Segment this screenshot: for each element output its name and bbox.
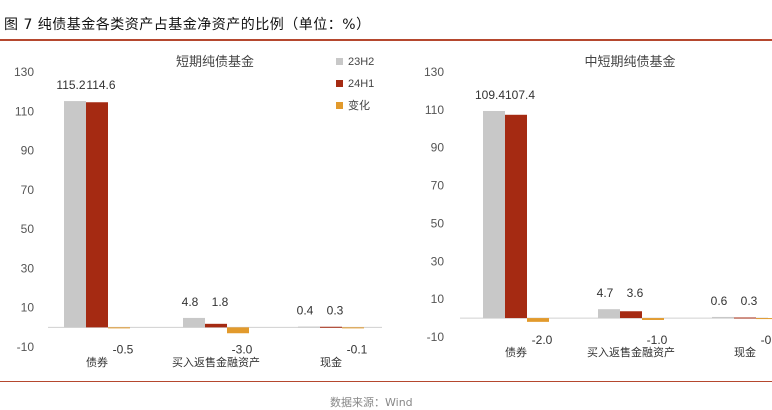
bar <box>598 309 620 319</box>
bar <box>64 101 86 328</box>
category-label: 买入返售金融资产 <box>587 345 675 359</box>
chart-title: 短期纯债基金 <box>176 54 254 70</box>
bar <box>712 316 734 319</box>
y-tick-label: 110 <box>15 104 34 118</box>
legend-label: 23H2 <box>348 56 374 68</box>
figure-title: 图 7 纯债基金各类资产占基金净资产的比例（单位：%） <box>4 17 371 33</box>
bar <box>527 318 549 322</box>
data-label: -0.5 <box>113 342 134 356</box>
bar <box>483 110 505 319</box>
bar <box>205 323 227 328</box>
y-tick-label: 130 <box>424 65 444 79</box>
data-label: -0.3 <box>761 333 772 347</box>
y-tick-label: 110 <box>425 103 444 117</box>
data-label: 4.8 <box>182 295 199 309</box>
data-label: 0.3 <box>327 304 344 318</box>
y-tick-label: 70 <box>21 183 35 197</box>
bar <box>320 326 342 328</box>
data-label: -2.0 <box>532 333 553 347</box>
legend-label: 24H1 <box>348 78 374 90</box>
bar <box>183 317 205 328</box>
category-label: 现金 <box>320 355 342 369</box>
bar <box>86 102 108 328</box>
y-tick-label: 30 <box>431 254 445 268</box>
y-tick-label: 30 <box>21 261 35 275</box>
data-label: 109.4 <box>475 88 505 102</box>
source-note: 数据来源：Wind <box>330 396 413 409</box>
bar <box>298 326 320 328</box>
legend-swatch <box>336 102 343 109</box>
data-label: 1.8 <box>212 295 229 309</box>
y-tick-label: 90 <box>21 144 35 158</box>
y-tick-label: -10 <box>427 330 445 344</box>
bottom-rule <box>0 381 772 382</box>
top-rule <box>0 39 772 41</box>
category-label: 现金 <box>734 345 756 359</box>
bar <box>505 114 527 319</box>
bar <box>642 318 664 320</box>
bar <box>756 318 772 320</box>
category-label: 债券 <box>505 345 527 359</box>
y-tick-label: 10 <box>21 301 35 315</box>
category-label: 买入返售金融资产 <box>172 355 260 369</box>
data-label: -0.1 <box>347 342 368 356</box>
y-tick-label: 130 <box>14 65 34 79</box>
chart-title: 中短期纯债基金 <box>584 54 675 70</box>
bar <box>620 311 642 319</box>
data-label: 114.6 <box>86 78 115 92</box>
data-label: 115.2 <box>56 78 85 92</box>
data-label: -1.0 <box>647 333 668 347</box>
bar <box>227 327 249 334</box>
legend-swatch <box>336 80 343 87</box>
bar <box>734 317 756 319</box>
data-label: 0.4 <box>297 304 314 318</box>
y-tick-label: 50 <box>21 222 35 236</box>
y-tick-label: 90 <box>431 141 445 155</box>
y-tick-label: 10 <box>431 292 445 306</box>
data-label: 107.4 <box>505 88 535 102</box>
legend-swatch <box>336 58 343 65</box>
y-tick-label: 50 <box>431 216 445 230</box>
category-label: 债券 <box>86 355 108 369</box>
data-label: 0.3 <box>741 294 758 308</box>
data-label: 4.7 <box>597 286 614 300</box>
y-tick-label: -10 <box>17 340 35 354</box>
bar <box>108 327 130 329</box>
data-label: 0.6 <box>711 294 728 308</box>
y-tick-label: 70 <box>431 179 445 193</box>
data-label: -3.0 <box>232 342 253 356</box>
data-label: 3.6 <box>627 286 644 300</box>
bar <box>342 327 364 329</box>
legend-label: 变化 <box>348 98 370 112</box>
